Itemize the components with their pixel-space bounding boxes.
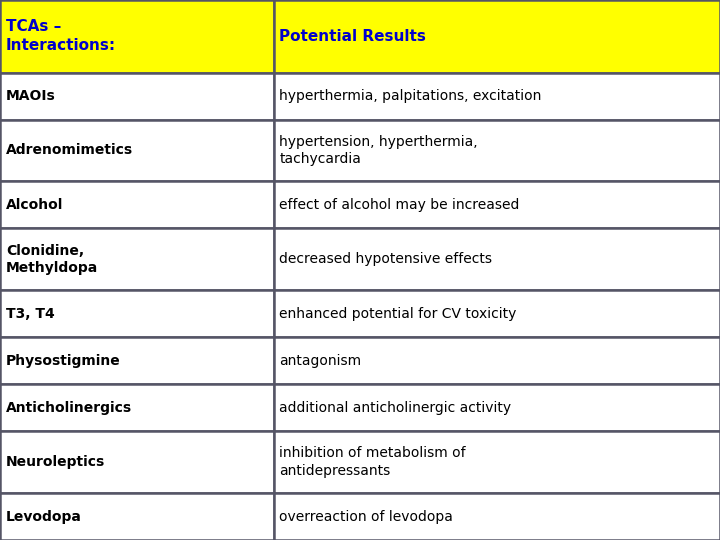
Text: hypertension, hyperthermia,
tachycardia: hypertension, hyperthermia, tachycardia [279,135,478,166]
Text: TCAs –
Interactions:: TCAs – Interactions: [6,19,116,53]
Text: enhanced potential for CV toxicity: enhanced potential for CV toxicity [279,307,517,321]
Text: overreaction of levodopa: overreaction of levodopa [279,510,453,523]
Text: T3, T4: T3, T4 [6,307,55,321]
Text: additional anticholinergic activity: additional anticholinergic activity [279,401,511,415]
Bar [274,0,720,72]
Bar [274,338,720,384]
Text: Potential Results: Potential Results [279,29,426,44]
Text: Physostigmine: Physostigmine [6,354,120,368]
Bar [0,431,274,493]
Text: effect of alcohol may be increased: effect of alcohol may be increased [279,198,520,212]
Bar [0,493,274,540]
Text: Levodopa: Levodopa [6,510,81,523]
Bar [274,384,720,431]
Text: MAOIs: MAOIs [6,89,55,103]
Text: hyperthermia, palpitations, excitation: hyperthermia, palpitations, excitation [279,89,541,103]
Text: antagonism: antagonism [279,354,361,368]
Bar [0,0,274,72]
Bar [274,493,720,540]
Bar [274,291,720,338]
Bar [274,431,720,493]
Text: Alcohol: Alcohol [6,198,63,212]
Text: Clonidine,
Methyldopa: Clonidine, Methyldopa [6,244,98,275]
Bar [274,228,720,291]
Bar [0,119,274,181]
Bar [274,72,720,119]
Bar [274,181,720,228]
Bar [0,384,274,431]
Bar [0,338,274,384]
Bar [0,228,274,291]
Text: Neuroleptics: Neuroleptics [6,455,105,469]
Text: decreased hypotensive effects: decreased hypotensive effects [279,252,492,266]
Text: inhibition of metabolism of
antidepressants: inhibition of metabolism of antidepressa… [279,447,466,478]
Text: Anticholinergics: Anticholinergics [6,401,132,415]
Bar [0,291,274,338]
Text: Adrenomimetics: Adrenomimetics [6,144,133,158]
Bar [274,119,720,181]
Bar [0,181,274,228]
Bar [0,72,274,119]
